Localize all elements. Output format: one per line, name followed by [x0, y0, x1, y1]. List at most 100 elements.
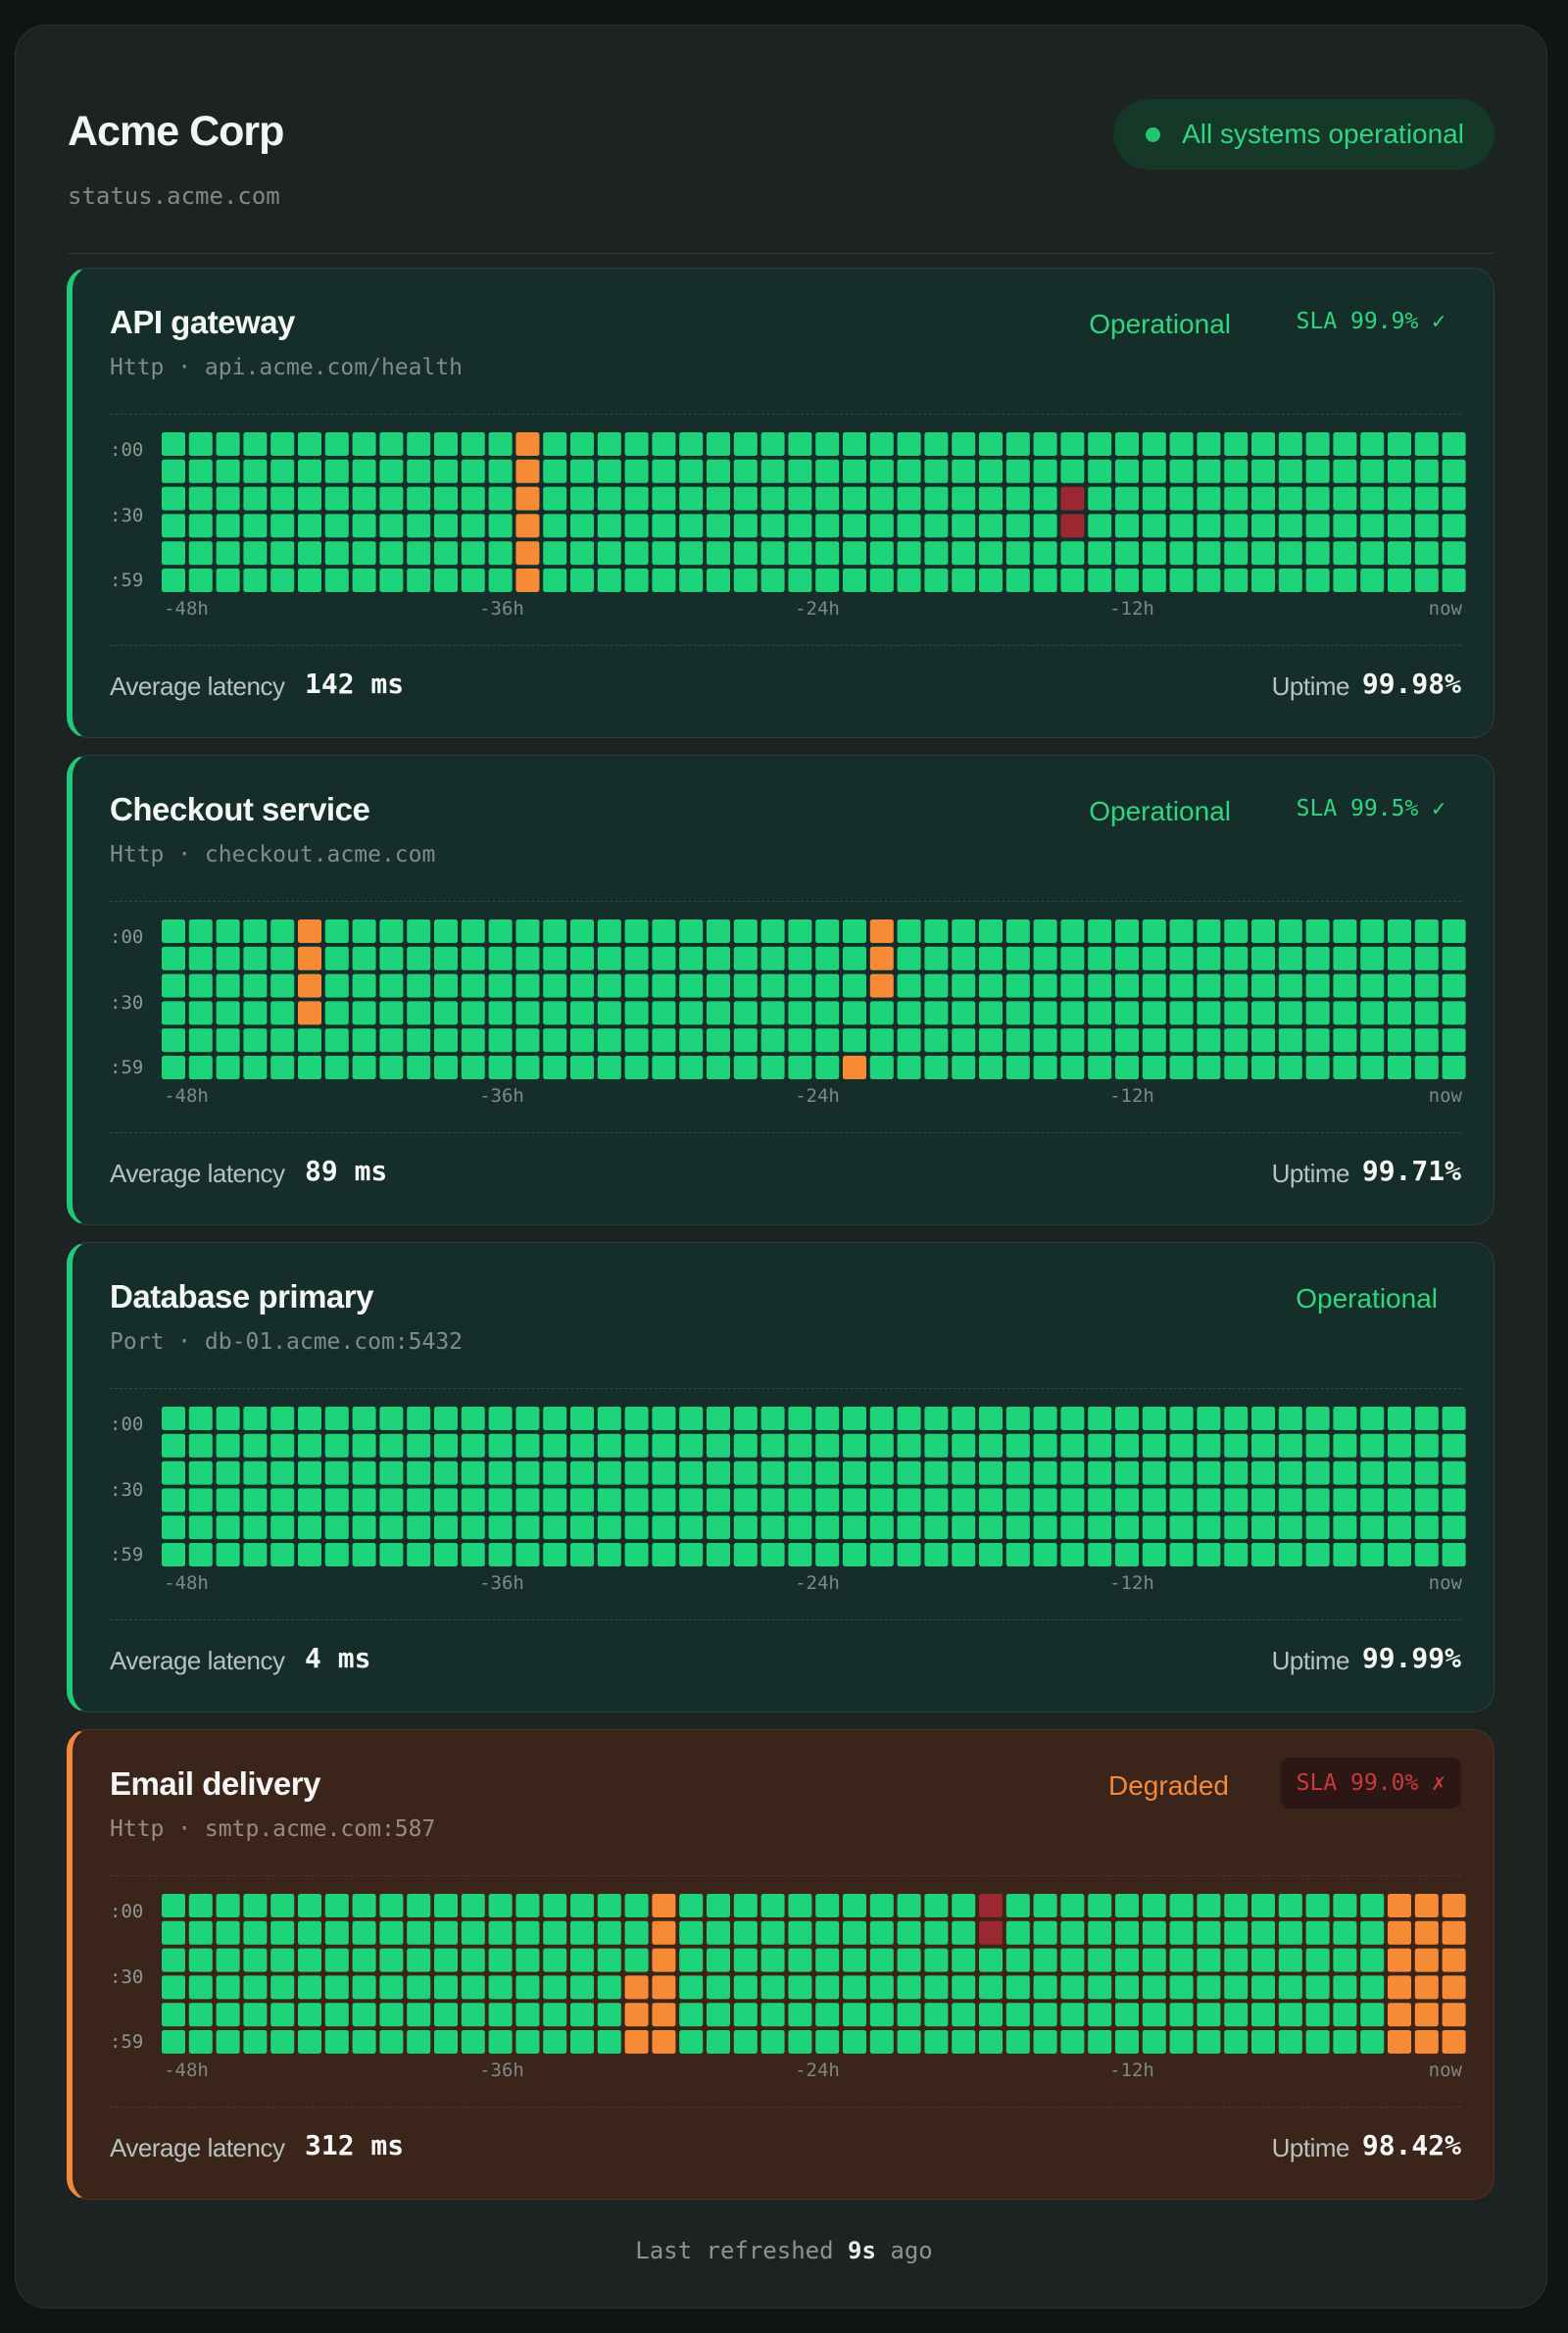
uptime-cell-ok[interactable]: [679, 1948, 704, 1972]
uptime-cell-ok[interactable]: [952, 1028, 976, 1053]
uptime-cell-ok[interactable]: [924, 1948, 949, 1972]
uptime-cell-ok[interactable]: [624, 1461, 649, 1485]
uptime-cell-ok[interactable]: [298, 486, 321, 511]
uptime-cell-ok[interactable]: [188, 1461, 213, 1485]
uptime-cell-ok[interactable]: [243, 946, 268, 970]
uptime-cell-warn[interactable]: [1442, 1948, 1466, 1972]
uptime-cell-ok[interactable]: [843, 1028, 866, 1053]
uptime-cell-ok[interactable]: [1115, 1515, 1139, 1540]
uptime-cell-ok[interactable]: [461, 1488, 485, 1513]
uptime-cell-ok[interactable]: [869, 1056, 894, 1079]
uptime-cell-warn[interactable]: [515, 569, 540, 592]
uptime-cell-ok[interactable]: [815, 1488, 840, 1513]
uptime-cell-ok[interactable]: [216, 973, 240, 998]
uptime-cell-ok[interactable]: [270, 1433, 295, 1458]
uptime-cell-ok[interactable]: [270, 973, 295, 998]
uptime-cell-ok[interactable]: [979, 919, 1003, 943]
uptime-cell-ok[interactable]: [162, 1028, 185, 1053]
uptime-cell-ok[interactable]: [162, 1515, 185, 1540]
uptime-cell-ok[interactable]: [924, 432, 949, 456]
uptime-cell-down[interactable]: [979, 1920, 1003, 1945]
uptime-cell-ok[interactable]: [924, 1488, 949, 1513]
uptime-cell-ok[interactable]: [434, 973, 458, 998]
uptime-cell-ok[interactable]: [788, 2003, 812, 2027]
uptime-cell-ok[interactable]: [843, 1948, 866, 1972]
uptime-cell-ok[interactable]: [434, 2030, 458, 2054]
uptime-cell-ok[interactable]: [298, 541, 321, 566]
uptime-cell-ok[interactable]: [733, 1461, 758, 1485]
uptime-cell-warn[interactable]: [1388, 1894, 1411, 1917]
uptime-cell-ok[interactable]: [1360, 1515, 1385, 1540]
uptime-cell-ok[interactable]: [1115, 1543, 1139, 1566]
uptime-cell-ok[interactable]: [733, 514, 758, 538]
uptime-cell-ok[interactable]: [1360, 1894, 1385, 1917]
uptime-cell-ok[interactable]: [1060, 1001, 1085, 1025]
uptime-cell-ok[interactable]: [843, 919, 866, 943]
uptime-cell-ok[interactable]: [407, 1488, 431, 1513]
uptime-cell-ok[interactable]: [1278, 1543, 1302, 1566]
uptime-cell-ok[interactable]: [324, 514, 349, 538]
uptime-cell-ok[interactable]: [379, 541, 404, 566]
uptime-cell-ok[interactable]: [243, 1488, 268, 1513]
uptime-cell-ok[interactable]: [270, 2030, 295, 2054]
uptime-cell-ok[interactable]: [652, 1433, 676, 1458]
uptime-cell-ok[interactable]: [624, 1515, 649, 1540]
uptime-cell-ok[interactable]: [434, 1461, 458, 1485]
uptime-cell-ok[interactable]: [1224, 1461, 1249, 1485]
uptime-cell-ok[interactable]: [298, 1433, 321, 1458]
uptime-cell-ok[interactable]: [352, 1407, 376, 1430]
uptime-cell-ok[interactable]: [1251, 1488, 1275, 1513]
uptime-cell-ok[interactable]: [188, 1001, 213, 1025]
uptime-cell-ok[interactable]: [652, 459, 676, 483]
uptime-cell-ok[interactable]: [352, 1920, 376, 1945]
uptime-cell-ok[interactable]: [488, 1461, 513, 1485]
uptime-cell-ok[interactable]: [1197, 514, 1221, 538]
uptime-cell-ok[interactable]: [1033, 514, 1057, 538]
uptime-cell-ok[interactable]: [707, 1433, 730, 1458]
uptime-cell-ok[interactable]: [952, 432, 976, 456]
uptime-cell-ok[interactable]: [707, 569, 730, 592]
uptime-cell-ok[interactable]: [652, 973, 676, 998]
uptime-cell-ok[interactable]: [815, 1433, 840, 1458]
uptime-cell-ok[interactable]: [1360, 1056, 1385, 1079]
uptime-cell-ok[interactable]: [815, 1515, 840, 1540]
uptime-cell-ok[interactable]: [952, 514, 976, 538]
uptime-cell-ok[interactable]: [1197, 1461, 1221, 1485]
uptime-cell-ok[interactable]: [843, 459, 866, 483]
uptime-cell-ok[interactable]: [652, 1407, 676, 1430]
uptime-cell-ok[interactable]: [1169, 1028, 1194, 1053]
uptime-cell-ok[interactable]: [270, 946, 295, 970]
uptime-cell-ok[interactable]: [1278, 514, 1302, 538]
uptime-cell-warn[interactable]: [624, 1975, 649, 2000]
uptime-cell-ok[interactable]: [1033, 432, 1057, 456]
uptime-cell-ok[interactable]: [1005, 1894, 1030, 1917]
uptime-cell-ok[interactable]: [461, 1001, 485, 1025]
uptime-cell-ok[interactable]: [1169, 486, 1194, 511]
uptime-cell-ok[interactable]: [1414, 1001, 1439, 1025]
uptime-cell-ok[interactable]: [624, 459, 649, 483]
uptime-cell-ok[interactable]: [979, 1515, 1003, 1540]
uptime-cell-ok[interactable]: [733, 1407, 758, 1430]
uptime-cell-ok[interactable]: [597, 1461, 621, 1485]
uptime-cell-ok[interactable]: [952, 1920, 976, 1945]
uptime-cell-ok[interactable]: [1442, 1543, 1466, 1566]
uptime-cell-ok[interactable]: [1169, 1894, 1194, 1917]
uptime-cell-ok[interactable]: [1333, 1543, 1357, 1566]
uptime-cell-ok[interactable]: [652, 1028, 676, 1053]
uptime-cell-ok[interactable]: [979, 1433, 1003, 1458]
uptime-cell-ok[interactable]: [1115, 1028, 1139, 1053]
uptime-cell-ok[interactable]: [1360, 1433, 1385, 1458]
uptime-cell-ok[interactable]: [434, 919, 458, 943]
uptime-cell-ok[interactable]: [1005, 1948, 1030, 1972]
uptime-cell-ok[interactable]: [1251, 1920, 1275, 1945]
uptime-cell-ok[interactable]: [243, 1407, 268, 1430]
uptime-cell-ok[interactable]: [1005, 1543, 1030, 1566]
uptime-cell-ok[interactable]: [1442, 1515, 1466, 1540]
uptime-cell-ok[interactable]: [1142, 1056, 1166, 1079]
uptime-cell-ok[interactable]: [869, 459, 894, 483]
uptime-cell-ok[interactable]: [1442, 1028, 1466, 1053]
uptime-cell-ok[interactable]: [597, 432, 621, 456]
uptime-cell-ok[interactable]: [270, 1028, 295, 1053]
uptime-cell-ok[interactable]: [679, 1433, 704, 1458]
uptime-cell-warn[interactable]: [298, 973, 321, 998]
